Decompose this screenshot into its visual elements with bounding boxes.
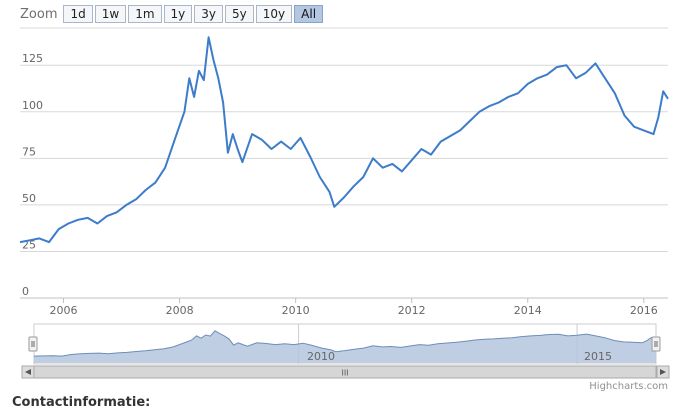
navigator-right-handle[interactable] bbox=[651, 336, 661, 352]
x-tick-label: 2012 bbox=[398, 304, 426, 317]
scroll-right-icon bbox=[660, 369, 666, 375]
scrollbar-grip-icon: III bbox=[341, 369, 348, 378]
x-tick-label: 2014 bbox=[514, 304, 542, 317]
navigator[interactable]: 2010 2015 bbox=[28, 323, 661, 365]
zoom-button-5y[interactable]: 5y bbox=[225, 5, 254, 23]
scroll-left-icon bbox=[25, 369, 31, 375]
zoom-label: Zoom bbox=[20, 6, 58, 22]
y-tick-label: 0 bbox=[22, 285, 29, 298]
zoom-button-all[interactable]: All bbox=[294, 5, 324, 23]
x-tick-label: 2010 bbox=[282, 304, 310, 317]
navigator-line bbox=[33, 330, 657, 357]
credits-link[interactable]: Highcharts.com bbox=[589, 381, 668, 392]
x-axis: 2006 2008 2010 2012 2014 2016 bbox=[20, 297, 668, 317]
zoom-button-1d[interactable]: 1d bbox=[63, 5, 93, 23]
zoom-button-3y[interactable]: 3y bbox=[194, 5, 224, 23]
zoom-bar: Zoom 1d 1w 1m 1y 3y 5y 10y All bbox=[20, 4, 325, 24]
x-tick-label: 2006 bbox=[50, 304, 78, 317]
y-tick-label: 125 bbox=[22, 52, 43, 65]
navigator-left-handle[interactable] bbox=[28, 336, 38, 352]
y-tick-label: 50 bbox=[22, 192, 36, 205]
zoom-button-1w[interactable]: 1w bbox=[94, 5, 127, 23]
y-tick-label: 75 bbox=[22, 145, 36, 158]
zoom-button-1m[interactable]: 1m bbox=[128, 5, 162, 23]
scrollbar-thumb[interactable] bbox=[33, 365, 657, 379]
y-tick-label: 100 bbox=[22, 99, 43, 112]
x-tick-label: 2016 bbox=[630, 304, 658, 317]
scrollbar[interactable]: III bbox=[21, 365, 670, 379]
grid-lines bbox=[20, 27, 668, 299]
price-series-line bbox=[19, 36, 669, 244]
zoom-button-1y[interactable]: 1y bbox=[163, 5, 193, 23]
zoom-button-10y[interactable]: 10y bbox=[255, 5, 293, 23]
navigator-year-label: 2015 bbox=[584, 350, 612, 363]
navigator-year-label: 2010 bbox=[307, 350, 335, 363]
x-tick-label: 2008 bbox=[166, 304, 194, 317]
